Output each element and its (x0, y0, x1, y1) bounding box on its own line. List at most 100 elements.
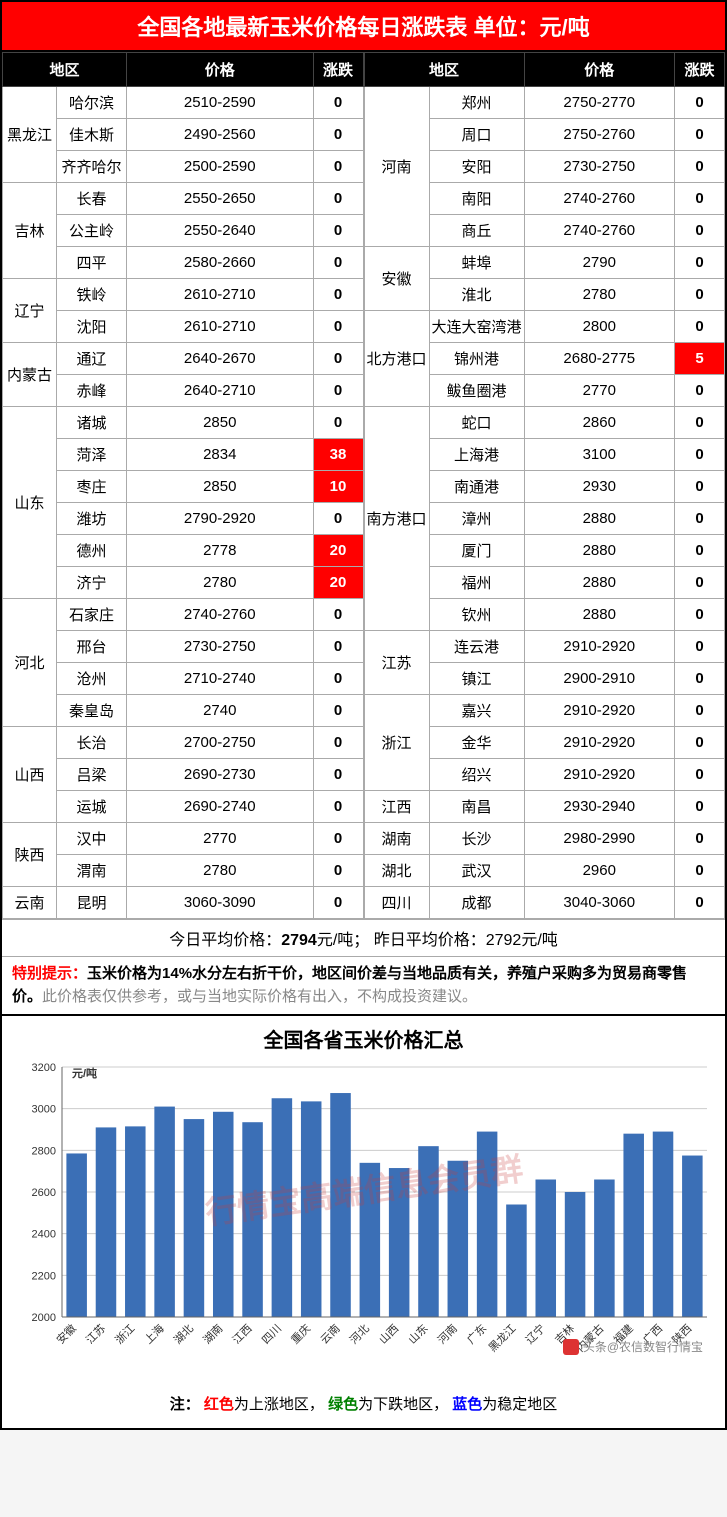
price-cell: 2800 (524, 311, 674, 343)
avg-yesterday-label: 昨日平均价格： (374, 932, 486, 949)
price-cell: 2550-2650 (127, 183, 314, 215)
province-cell: 辽宁 (3, 279, 57, 343)
province-cell: 河南 (364, 87, 429, 247)
change-cell: 0 (313, 855, 363, 887)
change-cell: 0 (675, 247, 725, 279)
city-cell: 运城 (57, 791, 127, 823)
avg-today-label: 今日平均价格： (169, 932, 281, 949)
legend-note: 注： 红色为上涨地区， 绿色为下跌地区， 蓝色为稳定地区 (12, 1387, 715, 1424)
table-header-row: 地区 价格 涨跌 (3, 53, 364, 87)
svg-text:黑龙江: 黑龙江 (486, 1322, 519, 1355)
province-cell: 吉林 (3, 183, 57, 279)
province-cell: 云南 (3, 887, 57, 919)
change-cell: 0 (313, 599, 363, 631)
table-row: 邢台2730-27500 (3, 631, 364, 663)
table-row: 枣庄285010 (3, 471, 364, 503)
avg-today-value: 2794 (281, 932, 317, 949)
city-cell: 福州 (429, 567, 524, 599)
price-cell: 2490-2560 (127, 119, 314, 151)
price-cell: 2790-2920 (127, 503, 314, 535)
city-cell: 齐齐哈尔 (57, 151, 127, 183)
city-cell: 蚌埠 (429, 247, 524, 279)
city-cell: 枣庄 (57, 471, 127, 503)
price-cell: 2850 (127, 471, 314, 503)
table-row: 沈阳2610-27100 (3, 311, 364, 343)
change-cell: 0 (313, 407, 363, 439)
province-cell: 江西 (364, 791, 429, 823)
price-cell: 2770 (127, 823, 314, 855)
city-cell: 汉中 (57, 823, 127, 855)
table-row: 齐齐哈尔2500-25900 (3, 151, 364, 183)
price-cell: 2640-2670 (127, 343, 314, 375)
table-row: 运城2690-27400 (3, 791, 364, 823)
city-cell: 铁岭 (57, 279, 127, 311)
legend-red-txt: 为上涨地区， (234, 1396, 324, 1413)
svg-text:四川: 四川 (260, 1323, 284, 1347)
svg-text:元/吨: 元/吨 (72, 1066, 97, 1080)
th-change: 涨跌 (675, 53, 725, 87)
svg-text:湖南: 湖南 (201, 1322, 226, 1347)
right-table: 地区 价格 涨跌 河南郑州2750-27700周口2750-27600安阳273… (364, 52, 726, 919)
change-cell: 0 (675, 503, 725, 535)
table-row: 湖北武汉29600 (364, 855, 725, 887)
change-cell: 0 (675, 887, 725, 919)
svg-text:3200: 3200 (32, 1062, 56, 1074)
table-row: 赤峰2640-27100 (3, 375, 364, 407)
city-cell: 沧州 (57, 663, 127, 695)
legend-blue: 蓝色 (452, 1396, 482, 1413)
city-cell: 成都 (429, 887, 524, 919)
svg-text:河北: 河北 (347, 1322, 372, 1347)
city-cell: 蛇口 (429, 407, 524, 439)
price-cell: 2690-2730 (127, 759, 314, 791)
title-bar: 全国各地最新玉米价格每日涨跌表 单位：元/吨 (2, 2, 725, 52)
price-cell: 2910-2920 (524, 727, 674, 759)
table-row: 黑龙江哈尔滨2510-25900 (3, 87, 364, 119)
city-cell: 潍坊 (57, 503, 127, 535)
price-cell: 2980-2990 (524, 823, 674, 855)
change-cell: 0 (675, 119, 725, 151)
svg-text:广东: 广东 (464, 1322, 489, 1347)
price-cell: 2730-2750 (127, 631, 314, 663)
province-cell: 山西 (3, 727, 57, 823)
price-cell: 2640-2710 (127, 375, 314, 407)
change-cell: 0 (675, 631, 725, 663)
table-row: 安徽蚌埠27900 (364, 247, 725, 279)
legend-blue-txt: 为稳定地区 (482, 1396, 557, 1413)
change-cell: 0 (675, 759, 725, 791)
change-cell: 0 (675, 311, 725, 343)
change-cell: 0 (313, 311, 363, 343)
change-cell: 0 (675, 407, 725, 439)
change-cell: 0 (313, 791, 363, 823)
price-cell: 2610-2710 (127, 279, 314, 311)
province-cell: 山东 (3, 407, 57, 599)
change-cell: 0 (313, 823, 363, 855)
table-row: 河南郑州2750-27700 (364, 87, 725, 119)
city-cell: 沈阳 (57, 311, 127, 343)
city-cell: 金华 (429, 727, 524, 759)
city-cell: 秦皇岛 (57, 695, 127, 727)
svg-text:江苏: 江苏 (83, 1322, 108, 1347)
table-row: 四川成都3040-30600 (364, 887, 725, 919)
price-cell: 2910-2920 (524, 759, 674, 791)
svg-text:2400: 2400 (32, 1229, 56, 1241)
table-row: 河北石家庄2740-27600 (3, 599, 364, 631)
change-cell: 0 (313, 119, 363, 151)
city-cell: 邢台 (57, 631, 127, 663)
city-cell: 吕梁 (57, 759, 127, 791)
price-cell: 2740-2760 (127, 599, 314, 631)
price-cell: 2740 (127, 695, 314, 727)
notice-gray: 此价格表仅供参考，或与当地实际价格有出入，不构成投资建议。 (42, 988, 477, 1005)
table-row: 潍坊2790-29200 (3, 503, 364, 535)
price-cell: 2710-2740 (127, 663, 314, 695)
price-cell: 2580-2660 (127, 247, 314, 279)
province-cell: 河北 (3, 599, 57, 727)
city-cell: 南昌 (429, 791, 524, 823)
legend-prefix: 注： (170, 1396, 200, 1413)
change-cell: 0 (313, 727, 363, 759)
city-cell: 锦州港 (429, 343, 524, 375)
legend-green-txt: 为下跌地区， (358, 1396, 448, 1413)
average-row: 今日平均价格：2794元/吨； 昨日平均价格：2792元/吨 (2, 919, 725, 957)
price-cell: 2780 (127, 855, 314, 887)
svg-text:浙江: 浙江 (113, 1322, 138, 1347)
province-cell: 江苏 (364, 631, 429, 695)
